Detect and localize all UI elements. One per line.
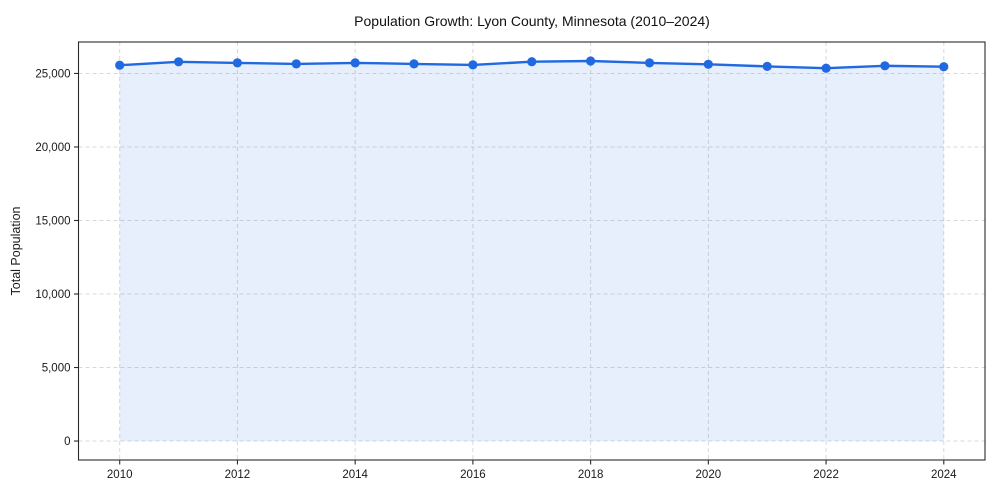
data-point-2022 (821, 63, 831, 73)
data-point-2015 (409, 59, 419, 69)
data-point-2011 (174, 57, 184, 67)
y-tick-label: 10,000 (35, 289, 70, 301)
data-point-2014 (350, 58, 360, 68)
data-point-2016 (468, 60, 478, 70)
data-point-2012 (232, 58, 242, 68)
data-point-2020 (703, 59, 713, 69)
x-tick-label: 2014 (342, 469, 368, 481)
y-tick-label: 25,000 (35, 68, 70, 80)
x-tick-label: 2016 (460, 469, 486, 481)
data-point-2017 (527, 57, 537, 67)
marker-layer (115, 56, 949, 73)
data-point-2013 (291, 59, 301, 69)
x-tick-label: 2018 (578, 469, 604, 481)
x-tick-label: 2010 (107, 469, 133, 481)
data-point-2019 (644, 58, 655, 68)
y-tick-label: 15,000 (35, 215, 70, 227)
y-axis-label: Total Population (9, 206, 23, 295)
x-tick-label: 2020 (696, 469, 722, 481)
plot-border (77, 41, 986, 461)
y-tick-label: 0 (64, 436, 70, 448)
area-fill (119, 61, 944, 441)
data-point-2018 (586, 56, 596, 66)
x-tick-label: 2022 (813, 469, 839, 481)
data-point-2023 (880, 61, 890, 71)
data-point-2010 (115, 60, 125, 70)
x-tick-label: 2024 (931, 469, 957, 481)
chart-title: Population Growth: Lyon County, Minnesot… (354, 13, 710, 29)
x-tick-label: 2012 (225, 469, 251, 481)
axis-layer: 0 5,000 10,000 15,000 20,000 25,000 2010 2012 20… (35, 41, 986, 481)
y-tick-label: 5,000 (42, 363, 71, 375)
data-point-2021 (762, 61, 772, 71)
area-layer (119, 61, 944, 441)
data-point-2024 (939, 62, 949, 72)
y-tick-label: 20,000 (35, 142, 70, 154)
